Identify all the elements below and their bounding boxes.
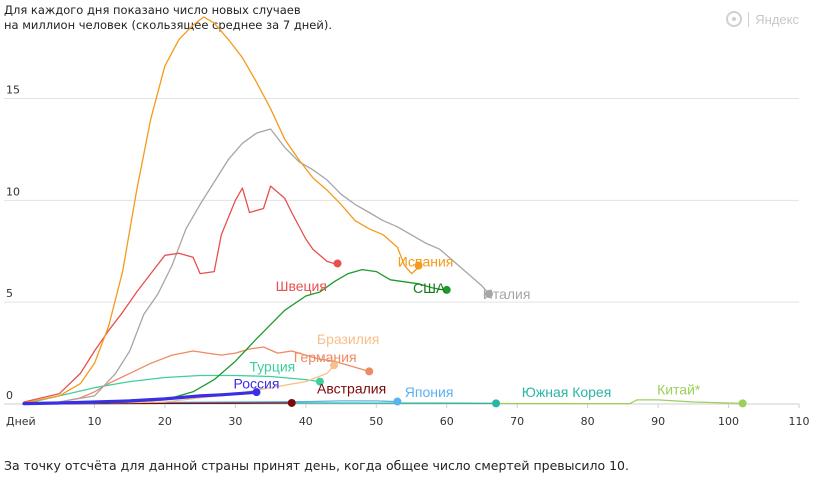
x-tick-label: 20 <box>158 415 172 428</box>
x-tick-label: 110 <box>789 415 810 428</box>
series-3-label: США <box>413 280 446 296</box>
brand-name: Яндекс <box>755 11 799 27</box>
x-tick-label: 60 <box>440 415 454 428</box>
y-tick-label: 15 <box>6 83 20 96</box>
series-5-label: Германия <box>294 349 357 365</box>
x-tick-label: 90 <box>651 415 665 428</box>
chart-title-line-2: на миллион человек (скользящее среднее з… <box>4 18 332 32</box>
chart-title-line-1: Для каждого дня показано число новых слу… <box>4 3 301 17</box>
series-2-end-marker <box>333 259 342 268</box>
series-7-end-marker <box>252 388 261 397</box>
x-tick-label: 100 <box>718 415 739 428</box>
series-7-label: Россия <box>234 376 280 392</box>
x-tick-label: 80 <box>581 415 595 428</box>
series-8-end-marker <box>287 398 296 407</box>
series-0-label: Италия <box>483 286 531 302</box>
series-10-end-marker <box>492 399 501 408</box>
x-axis-ticks: Дней 10 20 30 40 50 60 70 80 90 100 110 <box>6 404 810 428</box>
yandex-logo-icon <box>726 11 743 27</box>
series-1-line <box>23 16 420 404</box>
y-tick-label: 5 <box>6 287 13 300</box>
series-8-label: Австралия <box>317 381 386 397</box>
series-1-end-marker <box>414 261 423 270</box>
chart-title: Для каждого дня показано число новых слу… <box>4 3 332 33</box>
series-9-label: Япония <box>405 384 454 400</box>
x-tick-label: 10 <box>87 415 101 428</box>
series-9-end-marker <box>393 397 402 406</box>
x-tick-label: 70 <box>510 415 524 428</box>
series-end-markers <box>252 259 747 408</box>
series-11-end-marker <box>738 399 747 408</box>
gridlines <box>4 97 799 405</box>
y-tick-label: 10 <box>6 185 20 198</box>
brand: Яндекс <box>726 11 799 27</box>
series-6-label: Турция <box>249 358 295 374</box>
series-4-end-marker <box>330 361 338 370</box>
x-tick-label: 50 <box>369 415 383 428</box>
x-tick-label: 30 <box>228 415 242 428</box>
series-2-label: Швеция <box>276 278 327 294</box>
series-2-line <box>23 185 335 403</box>
series-11-label: Китай* <box>657 382 701 398</box>
series-1-label: Испания <box>398 253 454 269</box>
series-7-line <box>22 390 259 406</box>
series-lines <box>22 16 744 406</box>
series-3-end-marker <box>442 285 451 294</box>
y-axis-ticks: 0 5 10 15 <box>6 83 20 402</box>
y-tick-label: 0 <box>6 389 13 402</box>
series-labels: Китай* Южная Корея Япония Австралия Турция Бр… <box>234 253 701 399</box>
footnote: За точку отсчёта для данной страны приня… <box>4 458 629 473</box>
x-tick-label: 40 <box>299 415 313 428</box>
x-axis-label: Дней <box>6 415 36 428</box>
series-4-label: Бразилия <box>317 331 379 347</box>
series-6-line <box>23 374 321 405</box>
series-0-line <box>23 128 490 404</box>
series-10-label: Южная Корея <box>522 384 612 400</box>
series-5-end-marker <box>365 367 374 376</box>
brand-separator <box>748 11 750 27</box>
series-6-end-marker <box>315 377 324 386</box>
series-0-end-marker <box>485 290 493 299</box>
